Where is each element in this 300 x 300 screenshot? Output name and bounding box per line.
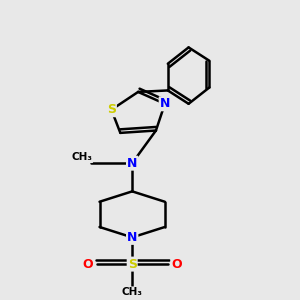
Text: O: O (171, 258, 182, 271)
Text: O: O (82, 258, 93, 271)
Text: N: N (127, 231, 137, 244)
Text: CH₃: CH₃ (71, 152, 92, 162)
Text: CH₃: CH₃ (122, 287, 143, 297)
Text: S: S (128, 258, 137, 271)
Text: N: N (127, 157, 137, 170)
Text: S: S (107, 103, 116, 116)
Text: N: N (160, 97, 170, 110)
